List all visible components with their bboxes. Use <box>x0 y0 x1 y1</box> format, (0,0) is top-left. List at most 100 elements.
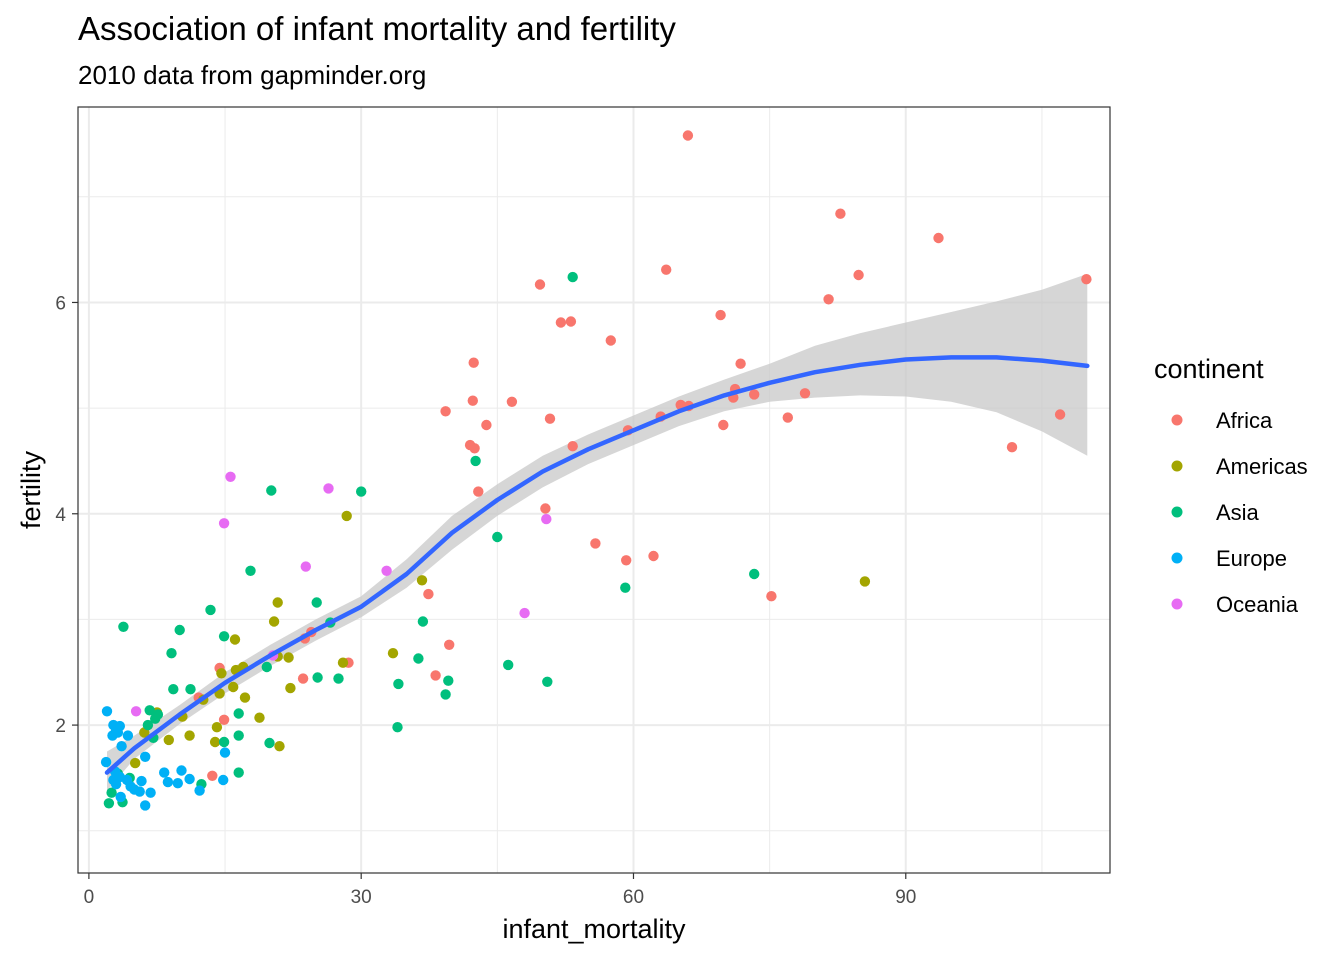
y-tick-label: 2 <box>55 716 66 737</box>
data-point-africa <box>473 486 484 497</box>
data-point-asia <box>142 719 154 731</box>
x-axis: 0 30 60 90 <box>84 873 916 908</box>
data-point-europe <box>136 775 147 787</box>
data-point-africa <box>423 588 434 600</box>
x-tick-label: 0 <box>84 887 95 908</box>
x-tick-label: 30 <box>351 887 372 908</box>
data-point-asia <box>261 661 272 673</box>
data-point-asia <box>492 531 503 543</box>
data-point-asia <box>440 689 451 700</box>
data-point-africa <box>467 395 478 406</box>
data-point-europe <box>115 791 126 803</box>
y-tick-label: 4 <box>55 505 66 526</box>
y-axis-title: fertility <box>16 451 46 530</box>
data-point-americas <box>341 510 352 522</box>
data-point-africa <box>1006 442 1018 453</box>
legend-label-oceania: Oceania <box>1216 592 1299 617</box>
data-point-asia <box>266 485 277 496</box>
data-point-americas <box>216 668 227 679</box>
data-point-africa <box>782 412 793 423</box>
data-point-asia <box>392 722 403 733</box>
plot-panel-border <box>77 106 1111 874</box>
data-point-asia <box>144 705 155 716</box>
data-point-africa <box>544 413 556 424</box>
data-point-asia <box>567 271 578 283</box>
data-point-europe <box>145 787 156 798</box>
data-point-asia <box>103 798 115 809</box>
legend-key-africa <box>1171 414 1183 426</box>
data-point-americas <box>229 634 241 645</box>
chart-subtitle: 2010 data from gapminder.org <box>78 60 427 90</box>
data-point-africa <box>469 443 480 454</box>
data-point-africa <box>715 309 726 321</box>
data-point-americas <box>254 712 265 723</box>
legend-key-americas <box>1171 460 1183 472</box>
data-point-asia <box>218 736 230 748</box>
data-point-africa <box>1081 274 1092 285</box>
data-point-asia <box>233 767 244 778</box>
data-point-africa <box>799 388 811 399</box>
data-point-asia <box>205 604 216 616</box>
data-point-oceania <box>300 561 311 572</box>
legend-key-asia <box>1171 506 1183 518</box>
data-point-europe <box>176 765 187 776</box>
data-point-africa <box>555 317 567 328</box>
data-point-africa <box>207 770 218 781</box>
data-point-africa <box>567 441 578 452</box>
data-point-africa <box>823 294 834 305</box>
data-point-asia <box>393 678 404 690</box>
data-point-asia <box>233 730 244 741</box>
data-point-asia <box>443 675 454 686</box>
data-point-americas <box>337 657 349 668</box>
data-point-europe <box>219 747 231 758</box>
data-point-americas <box>283 652 294 663</box>
data-point-africa <box>297 673 309 684</box>
data-point-africa <box>933 232 944 244</box>
data-point-europe <box>140 751 151 762</box>
data-point-africa <box>590 538 601 549</box>
data-point-africa <box>1054 409 1066 420</box>
data-point-asia <box>166 648 177 659</box>
data-point-africa <box>766 591 777 602</box>
data-point-asia <box>118 621 129 632</box>
x-tick-label: 60 <box>623 887 644 908</box>
data-point-africa <box>430 670 441 681</box>
data-point-europe <box>218 774 229 786</box>
data-point-oceania <box>225 471 236 482</box>
data-point-africa <box>718 419 729 431</box>
data-point-europe <box>122 730 134 741</box>
data-point-americas <box>859 576 871 587</box>
data-points-layer <box>100 130 1092 811</box>
data-point-asia <box>413 653 424 664</box>
data-point-asia <box>356 486 367 497</box>
confidence-ribbon <box>107 273 1088 791</box>
data-point-europe <box>134 786 145 797</box>
data-point-americas <box>274 741 285 752</box>
chart-title: Association of infant mortality and fert… <box>78 10 676 47</box>
data-point-africa <box>621 555 632 566</box>
data-point-asia <box>470 455 481 467</box>
legend-label-americas: Americas <box>1216 454 1308 479</box>
data-point-americas <box>130 757 141 769</box>
data-point-africa <box>534 279 546 290</box>
data-point-europe <box>100 756 112 768</box>
data-point-europe <box>172 778 183 789</box>
data-point-oceania <box>323 483 334 494</box>
data-point-africa <box>468 357 479 368</box>
data-point-asia <box>542 676 553 687</box>
data-point-asia <box>333 673 344 684</box>
data-point-asia <box>749 568 760 580</box>
data-point-asia <box>168 684 179 695</box>
data-point-asia <box>620 582 631 593</box>
data-point-americas <box>184 730 195 741</box>
data-point-africa <box>661 264 672 275</box>
data-point-americas <box>163 734 174 746</box>
legend-key-oceania <box>1171 598 1183 610</box>
data-point-africa <box>540 503 551 514</box>
data-point-asia <box>150 713 161 724</box>
data-point-africa <box>444 639 455 650</box>
data-point-africa <box>835 208 846 219</box>
data-point-oceania <box>519 607 530 619</box>
data-point-europe <box>184 773 195 785</box>
